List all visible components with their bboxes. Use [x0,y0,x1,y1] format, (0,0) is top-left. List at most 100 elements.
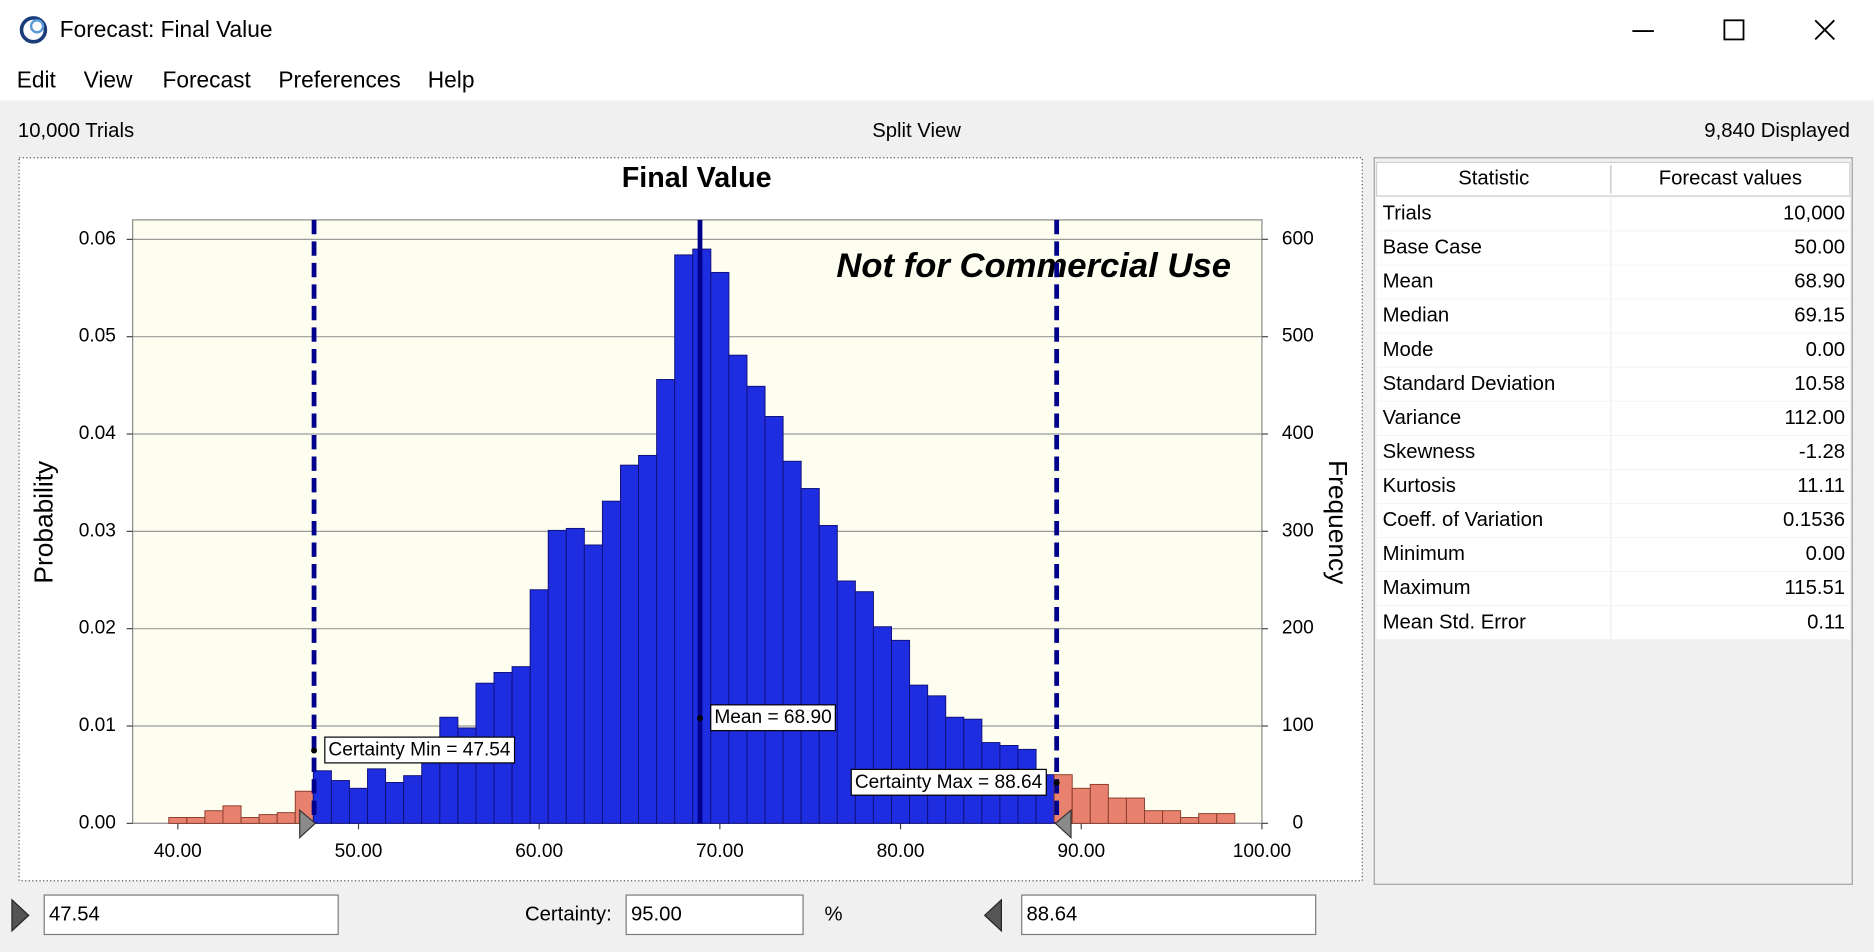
histogram-bar [1089,783,1109,824]
stat-name: Mode [1383,339,1434,361]
y-tick-label: 0.01 [79,715,116,736]
stat-value: 68.90 [1794,271,1845,293]
histogram-bar [1071,787,1091,824]
x-tick-label: 60.00 [515,841,563,862]
stat-name: Variance [1383,407,1462,429]
histogram-bar [656,379,676,824]
stat-name: Minimum [1383,543,1465,565]
table-row [1376,299,1850,334]
app-icon-inner [29,19,45,34]
y2-tick-label: 600 [1282,228,1314,249]
menu-item[interactable]: View [84,66,133,92]
histogram-bar [891,639,911,824]
certainty-input-text: 95.00 [631,904,682,926]
stat-name: Median [1383,305,1450,327]
histogram-bar [1216,813,1236,824]
close-button[interactable] [1814,19,1835,41]
y2-tick-label: 500 [1282,326,1314,347]
certainty-grabber[interactable] [299,808,317,840]
certainty-grabber[interactable] [1054,808,1072,840]
y-tick-label: 0.05 [79,326,116,347]
histogram-bar [1180,817,1200,824]
marker-dot [311,747,318,754]
stat-value: 0.1536 [1783,509,1845,531]
window-title: Forecast: Final Value [60,16,273,42]
histogram-bar [240,817,260,824]
histogram-bar [565,527,585,824]
histogram-bar [782,460,802,824]
histogram-bar [818,525,838,824]
histogram-bar [204,810,224,824]
table-row [1376,367,1850,402]
table-row [1376,401,1850,436]
stat-value: 0.00 [1806,543,1846,565]
histogram-bar [728,354,748,824]
x-tick-label: 100.00 [1233,841,1291,862]
marker-label: Certainty Min = 47.54 [328,740,511,761]
y-tick-label: 0.04 [79,423,117,444]
histogram-bar [583,544,603,824]
histogram-bar [222,805,242,824]
min-input[interactable] [43,894,339,936]
histogram-bar [1125,797,1145,824]
histogram-bar [1162,810,1182,824]
histogram-bar [674,254,694,824]
histogram-bar [746,385,766,824]
min-arrow [11,898,30,933]
maximize-button[interactable] [1723,19,1745,41]
menu-item[interactable]: Edit [17,66,57,92]
watermark: Not for Commercial Use [836,247,1231,285]
x-tick-label: 50.00 [335,841,383,862]
stat-value: 10,000 [1783,203,1845,225]
histogram-bar [638,454,658,824]
histogram-bar [529,589,549,824]
view-mode[interactable]: Split View [872,120,961,142]
histogram-bar [927,695,947,824]
marker-label-box [710,704,836,732]
histogram-bar [909,684,929,824]
histogram-bar [348,787,369,824]
stat-value: 115.51 [1785,577,1846,599]
stat-name: Mean [1383,271,1434,293]
histogram-bar [1107,797,1127,824]
certainty-input[interactable] [625,894,804,936]
menu-item[interactable]: Preferences [278,66,400,92]
table-header: Forecast values [1659,168,1802,190]
histogram-bar [547,529,567,824]
stat-name: Trials [1383,203,1432,225]
histogram-bar [601,500,621,824]
chart-title: Final Value [622,162,772,194]
stat-value: 0.00 [1806,339,1846,361]
histogram-bar [800,488,820,824]
table-header-bg [1376,161,1851,197]
marker-dot [1053,779,1060,786]
stats-table: Statistic Forecast values Trials 10,000 Base… [1376,161,1851,641]
y-tick-label: 0.06 [79,228,116,249]
y2-tick-label: 400 [1282,423,1314,444]
histogram-bar [1143,810,1164,824]
percent-label: % [825,904,843,926]
histogram-bar [168,817,188,824]
histogram-bar [1198,813,1218,824]
menu-item[interactable]: Help [428,66,475,92]
table-row [1376,435,1850,470]
max-arrow [983,898,1003,933]
table-row [1376,605,1850,640]
menu-item[interactable]: Forecast [163,66,252,92]
y-tick-label: 0.00 [79,812,116,833]
max-input[interactable] [1021,894,1317,936]
title-menu-area [0,0,1874,101]
marker-dot [697,715,703,722]
histogram-bar [710,271,730,824]
stat-name: Standard Deviation [1383,373,1556,395]
histogram-bar [330,780,350,824]
y2-tick-label: 200 [1282,618,1314,639]
histogram-bar [186,817,206,824]
histogram-bar [764,416,784,824]
histogram-bar [367,768,387,824]
stat-name: Base Case [1383,237,1482,259]
trials-status: 10,000 Trials [18,120,134,142]
certainty-label: Certainty: [525,904,612,926]
stat-value: 0.11 [1807,611,1845,633]
x-tick-label: 90.00 [1057,841,1105,862]
